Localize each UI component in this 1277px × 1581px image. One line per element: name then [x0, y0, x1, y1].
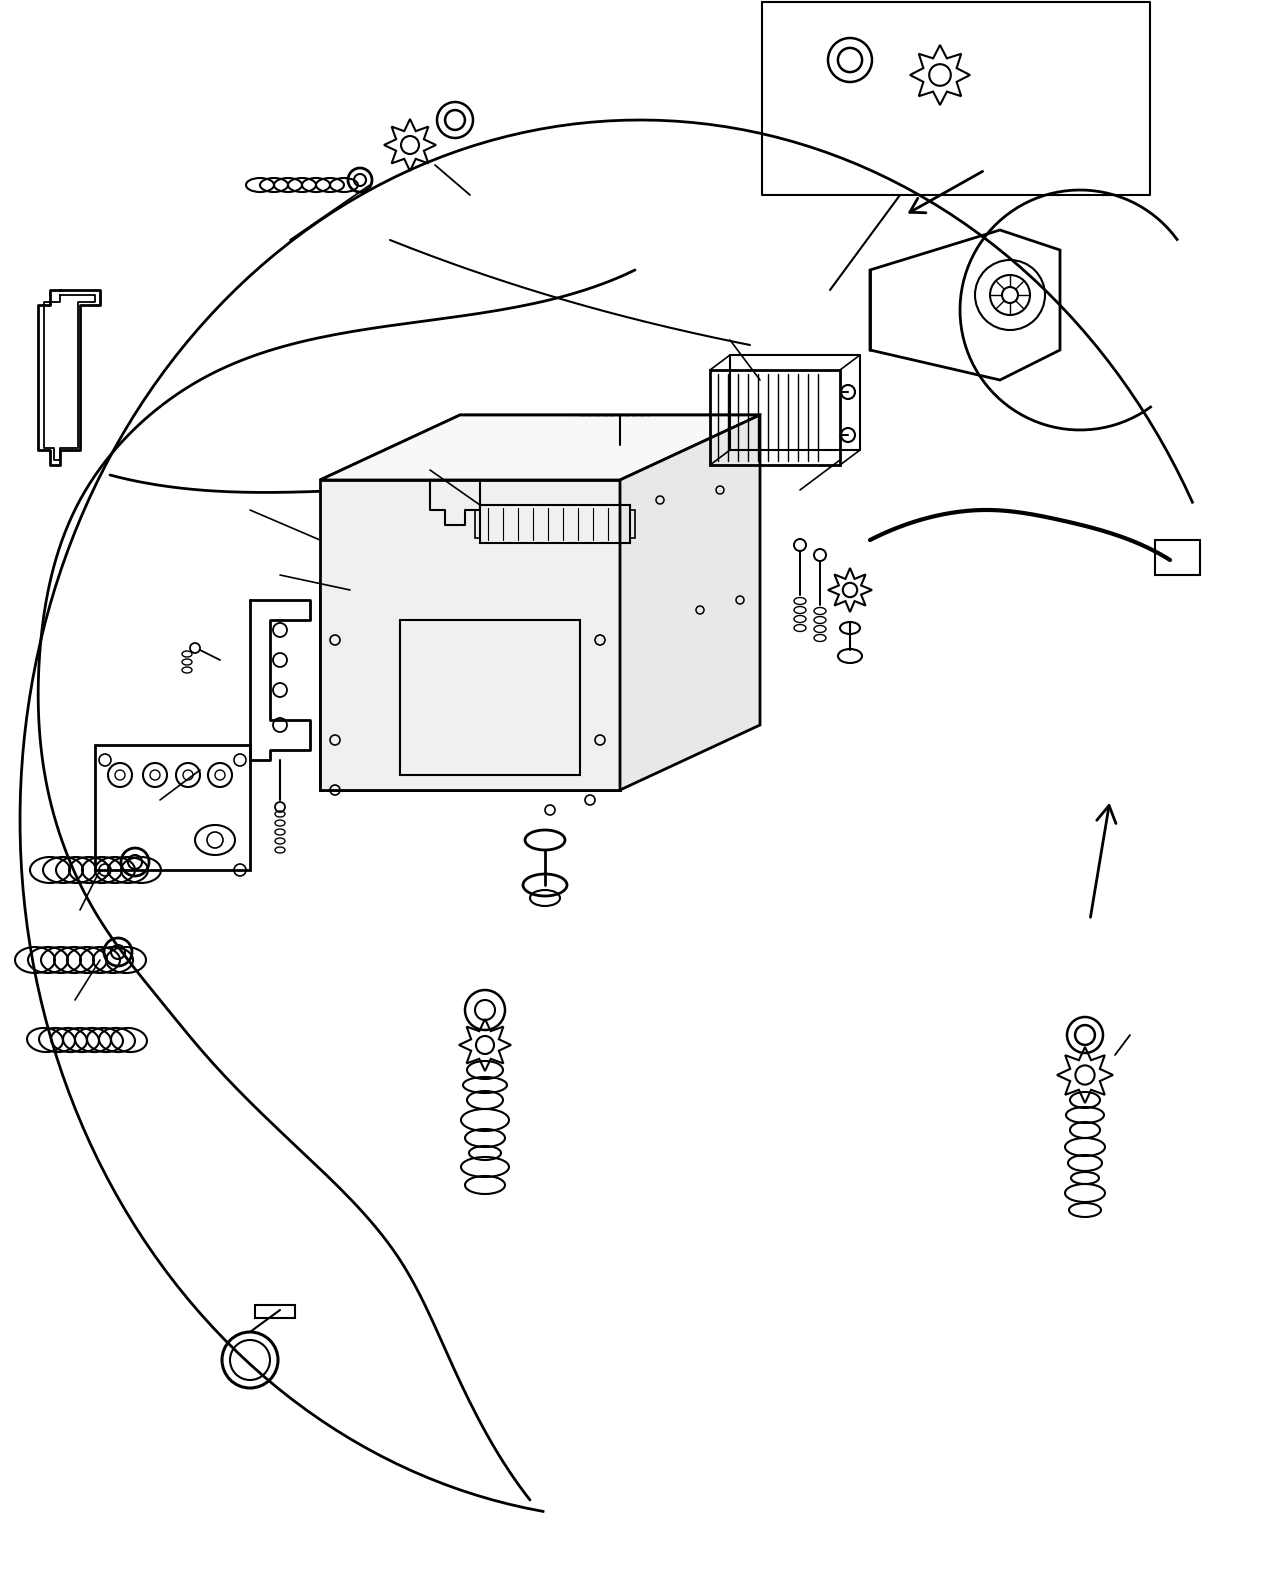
- Polygon shape: [621, 414, 760, 790]
- Polygon shape: [321, 414, 760, 481]
- Polygon shape: [321, 481, 621, 790]
